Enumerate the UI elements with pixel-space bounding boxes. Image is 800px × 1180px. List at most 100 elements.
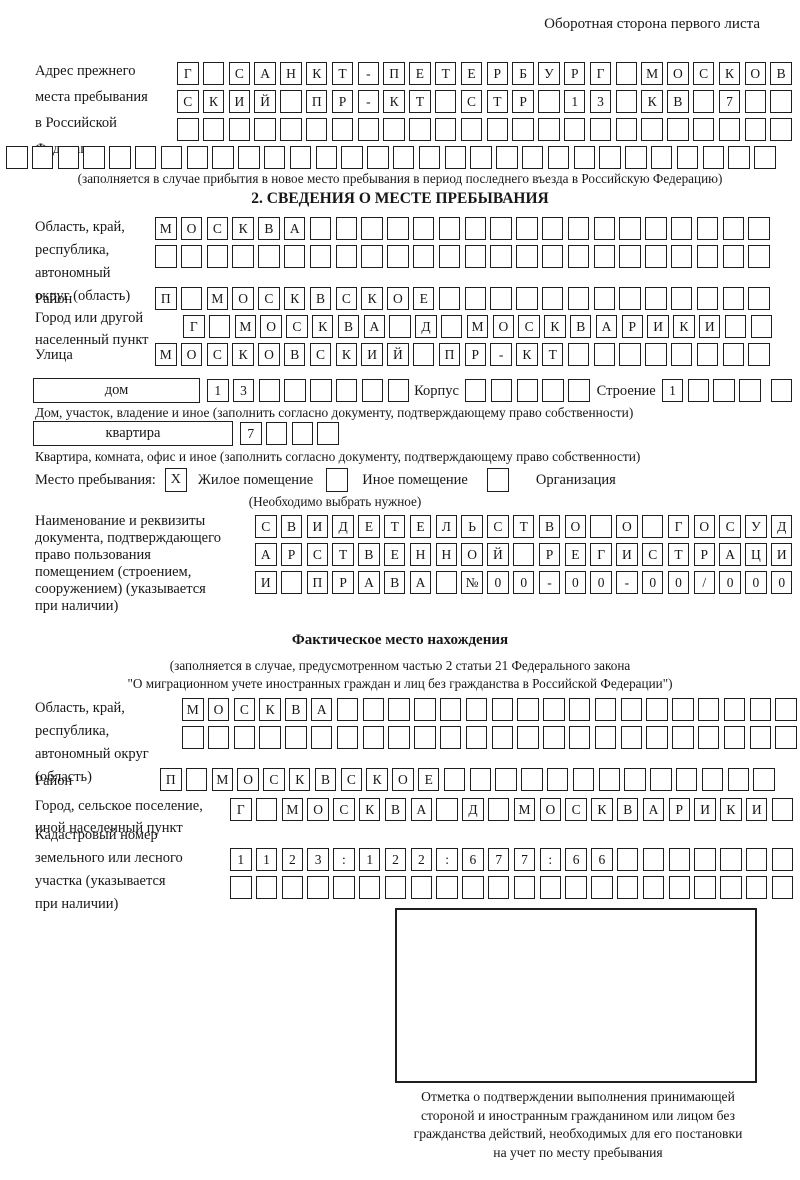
char-cell[interactable] [315,146,338,169]
korpus-cells[interactable] [464,379,590,402]
char-cell[interactable] [202,62,225,85]
char-cell[interactable] [672,726,694,749]
char-cell[interactable] [670,245,693,268]
char-cell[interactable] [642,848,665,871]
char-cell[interactable]: Д [770,515,793,538]
char-cell[interactable] [538,118,560,141]
char-cell[interactable]: - [357,62,380,85]
char-cell[interactable] [615,118,638,141]
char-cell[interactable] [645,217,667,240]
char-cell[interactable] [775,726,797,749]
char-cell[interactable] [31,146,54,169]
char-cell[interactable] [567,343,590,366]
char-cell[interactable] [650,146,673,169]
char-cell[interactable] [722,287,745,310]
char-cell[interactable]: И [694,798,716,821]
char-cell[interactable]: И [647,315,669,338]
char-cell[interactable] [357,118,380,141]
char-cell[interactable] [517,698,539,721]
char-cell[interactable] [748,217,770,240]
char-cell[interactable]: 3 [232,379,255,402]
char-cell[interactable] [641,118,663,141]
char-cell[interactable]: И [306,515,329,538]
char-cell[interactable]: 6 [591,848,613,871]
char-cell[interactable]: Р [512,90,534,113]
char-cell[interactable]: О [237,768,259,791]
char-cell[interactable] [724,315,747,338]
char-cell[interactable]: Ц [745,543,767,566]
char-cell[interactable]: Т [486,90,509,113]
char-cell[interactable]: 2 [410,848,433,871]
char-cell[interactable]: 7 [513,848,536,871]
char-cell[interactable]: № [461,571,483,594]
char-cell[interactable] [309,245,332,268]
char-cell[interactable]: А [363,315,386,338]
char-cell[interactable]: - [616,571,638,594]
char-cell[interactable]: В [283,343,306,366]
char-cell[interactable] [771,848,794,871]
char-cell[interactable]: П [155,287,177,310]
char-cell[interactable]: О [564,515,587,538]
char-cell[interactable]: В [285,698,307,721]
char-cell[interactable]: Л [435,515,458,538]
char-cell[interactable]: С [309,343,332,366]
char-cell[interactable] [333,876,355,899]
char-cell[interactable] [414,726,436,749]
char-cell[interactable]: Г [177,62,199,85]
prev-address-row-4[interactable] [6,146,776,169]
char-cell[interactable]: Г [183,315,205,338]
char-cell[interactable] [567,287,590,310]
char-cell[interactable] [701,768,724,791]
char-cell[interactable] [697,698,720,721]
char-cell[interactable]: В [280,515,303,538]
char-cell[interactable]: И [745,798,768,821]
char-cell[interactable] [177,118,199,141]
char-cell[interactable]: П [305,90,328,113]
char-cell[interactable] [568,726,591,749]
char-cell[interactable] [568,698,591,721]
char-cell[interactable] [538,90,560,113]
char-cell[interactable]: Е [409,62,431,85]
char-cell[interactable] [490,245,512,268]
char-cell[interactable]: К [232,217,254,240]
char-cell[interactable] [434,118,457,141]
char-cell[interactable]: В [314,768,337,791]
char-cell[interactable]: 0 [745,571,767,594]
char-cell[interactable]: Р [693,543,716,566]
char-cell[interactable] [255,876,278,899]
char-cell[interactable] [670,343,693,366]
char-cell[interactable]: 2 [281,848,304,871]
checkbox-organization[interactable] [486,468,509,492]
char-cell[interactable] [616,848,639,871]
char-cell[interactable]: К [591,798,613,821]
char-cell[interactable] [722,343,745,366]
char-cell[interactable] [388,726,410,749]
char-cell[interactable]: В [383,571,406,594]
char-cell[interactable] [435,571,458,594]
char-cell[interactable] [696,343,719,366]
char-cell[interactable]: И [255,571,277,594]
char-cell[interactable] [462,876,484,899]
char-cell[interactable] [491,726,514,749]
char-cell[interactable]: К [305,62,328,85]
char-cell[interactable] [280,571,303,594]
char-cell[interactable] [460,118,483,141]
char-cell[interactable]: 7 [240,422,262,445]
char-cell[interactable]: С [258,287,280,310]
char-cell[interactable] [620,698,643,721]
char-cell[interactable]: И [770,543,793,566]
char-cell[interactable]: Н [280,62,302,85]
char-cell[interactable] [750,315,773,338]
char-cell[interactable]: С [335,287,358,310]
char-cell[interactable]: П [383,62,405,85]
char-cell[interactable]: С [177,90,199,113]
char-cell[interactable] [182,726,204,749]
char-cell[interactable]: С [340,768,363,791]
char-cell[interactable] [206,245,229,268]
char-cell[interactable] [521,146,544,169]
